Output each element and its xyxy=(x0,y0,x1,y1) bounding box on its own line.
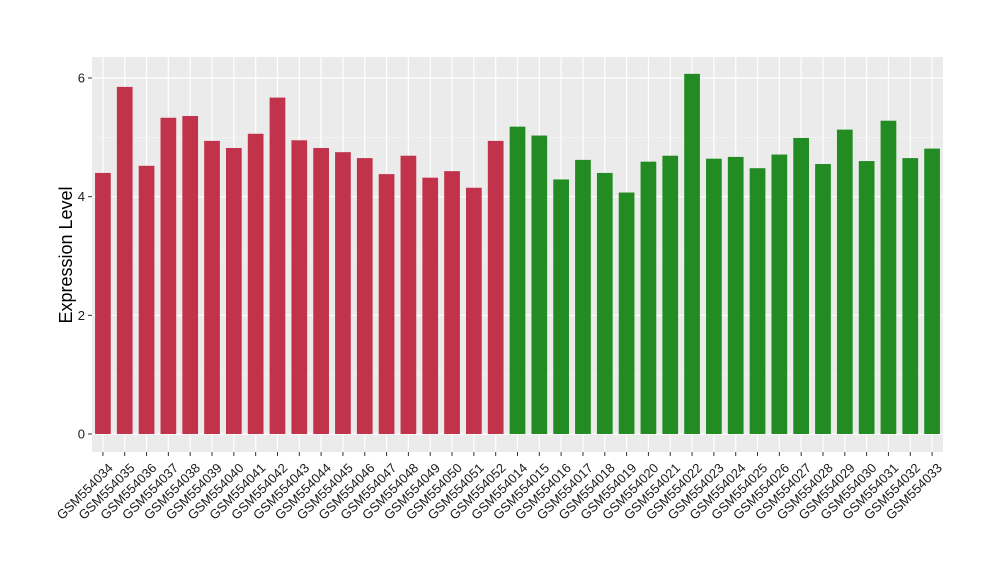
bar-GSM554051 xyxy=(466,187,482,434)
bar-GSM554040 xyxy=(225,148,242,434)
bar-GSM554050 xyxy=(444,171,460,435)
bar-GSM554016 xyxy=(553,179,569,434)
bar-GSM554019 xyxy=(618,192,635,434)
bar-GSM554048 xyxy=(400,155,417,434)
bar-GSM554037 xyxy=(160,117,177,435)
bar-GSM554049 xyxy=(422,177,439,434)
bar-GSM554027 xyxy=(793,137,810,434)
y-axis-title: Expression Level xyxy=(56,186,76,323)
bar-GSM554032 xyxy=(902,158,919,434)
bar-GSM554034 xyxy=(95,172,111,434)
y-tick-label: 2 xyxy=(78,308,85,323)
y-tick-label: 0 xyxy=(78,427,85,442)
bar-GSM554030 xyxy=(858,161,875,435)
bar-GSM554020 xyxy=(640,161,657,434)
bar-GSM554014 xyxy=(509,126,526,435)
bar-GSM554044 xyxy=(313,148,329,434)
bar-GSM554029 xyxy=(836,129,853,434)
bar-GSM554045 xyxy=(335,152,351,434)
bars xyxy=(95,73,940,435)
bar-GSM554046 xyxy=(356,158,373,434)
bar-GSM554017 xyxy=(575,159,591,434)
bar-GSM554038 xyxy=(182,115,199,435)
bar-GSM554023 xyxy=(706,158,722,434)
bar-GSM554042 xyxy=(269,97,286,434)
bar-GSM554036 xyxy=(138,165,155,434)
bar-GSM554025 xyxy=(749,168,766,435)
bar-GSM554047 xyxy=(378,174,395,434)
bar-GSM554024 xyxy=(727,156,744,434)
bar-GSM554021 xyxy=(662,155,679,434)
x-axis: GSM554034GSM554035GSM554036GSM554037GSM5… xyxy=(54,452,945,523)
bar-GSM554028 xyxy=(815,164,831,435)
y-axis: 0 2 4 6 xyxy=(78,71,92,442)
bar-GSM554018 xyxy=(596,172,613,434)
bar-GSM554015 xyxy=(531,135,548,434)
bar-GSM554039 xyxy=(204,140,220,435)
y-tick-label: 4 xyxy=(78,189,85,204)
bar-GSM554052 xyxy=(487,140,504,435)
bar-GSM554033 xyxy=(924,148,940,434)
bar-GSM554035 xyxy=(116,86,133,435)
bar-GSM554026 xyxy=(771,154,788,435)
bar-GSM554041 xyxy=(247,133,264,435)
bar-GSM554022 xyxy=(684,73,700,434)
bar-GSM554043 xyxy=(291,140,308,435)
y-tick-label: 6 xyxy=(78,71,85,86)
bar-GSM554031 xyxy=(880,120,897,434)
